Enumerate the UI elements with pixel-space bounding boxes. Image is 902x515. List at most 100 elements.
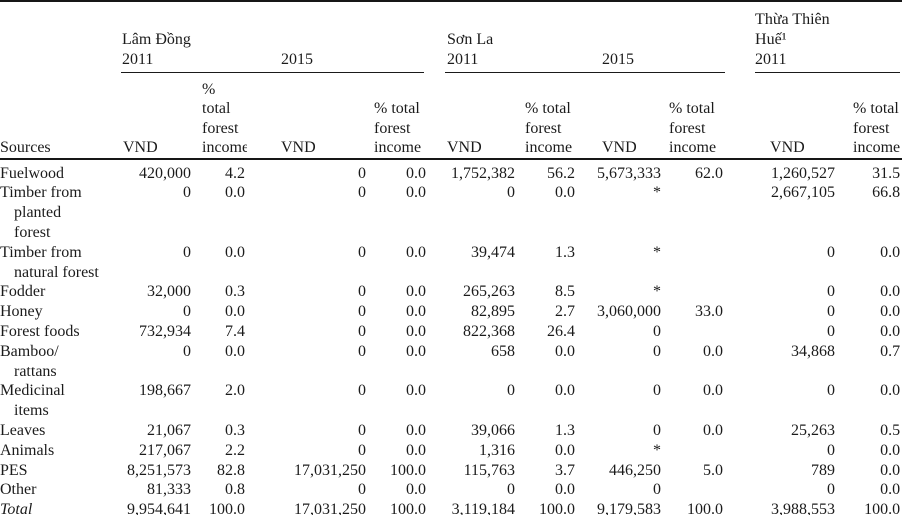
value-cell: 0.0 <box>406 164 426 182</box>
value-cell: 0.3 <box>225 283 245 301</box>
value-cell: 0.0 <box>880 441 901 459</box>
row-label: Timber from natural forest <box>0 243 99 281</box>
value-cell: 0.0 <box>880 283 901 301</box>
value-cell: 1.3 <box>555 243 575 261</box>
pct-header-tth-2011: % total forest income <box>837 80 902 160</box>
value-cell: 0.0 <box>555 382 575 400</box>
table-body: Fuelwood 420,000 4.2 0 0.0 1,752,382 56.2 5,673… <box>0 159 902 515</box>
value-cell: 56.2 <box>547 164 575 182</box>
value-cell: 17,031,250 <box>294 461 366 479</box>
value-cell: 100.0 <box>687 501 724 515</box>
value-cell: 0.0 <box>880 382 901 400</box>
value-cell: 822,368 <box>463 323 515 340</box>
value-cell: 1,316 <box>479 441 515 459</box>
value-cell <box>663 441 725 461</box>
row-label: Leaves <box>0 421 46 439</box>
value-cell: 0.3 <box>225 421 245 439</box>
table-row: Honey 0 0.0 0 0.0 82,895 2.7 3,060,000 33.0 0 0.0 <box>0 302 902 322</box>
value-cell: 0 <box>358 283 366 301</box>
value-cell: 0.0 <box>703 382 724 400</box>
value-cell: 21,067 <box>147 421 191 439</box>
value-cell: * <box>653 243 661 261</box>
value-cell: 0.8 <box>225 481 245 499</box>
value-cell: 0 <box>358 243 366 261</box>
value-cell: 0 <box>358 342 366 360</box>
value-cell: 0.0 <box>880 461 901 479</box>
vnd-header-sl-2015: VND <box>577 80 663 160</box>
rule-cell-ld <box>115 70 428 80</box>
row-label: Fuelwood <box>0 164 64 182</box>
value-cell: 0 <box>358 303 366 321</box>
value-cell: 100.0 <box>209 501 245 515</box>
pct-header-sl-2015: % total forest income <box>663 80 726 160</box>
vnd-header-tth-2011: VND <box>725 80 838 160</box>
value-cell: 789 <box>811 461 836 479</box>
table-row: Leaves 21,067 0.3 0 0.0 39,066 1.3 0 0.0 25,263 0.… <box>0 421 902 441</box>
value-cell: 7.4 <box>225 323 245 340</box>
value-cell: 2.2 <box>225 441 245 459</box>
value-cell: 658 <box>491 342 515 360</box>
value-cell: 0 <box>358 164 366 182</box>
value-cell: 3,060,000 <box>597 303 661 321</box>
value-cell: 0 <box>183 342 191 360</box>
value-cell: 0 <box>653 481 661 499</box>
value-cell: 0.0 <box>880 481 901 499</box>
pct-header-ld-2015: % total forest income <box>368 80 428 160</box>
value-cell: 0 <box>507 481 515 499</box>
year-sl-2015: 2015 <box>602 51 634 68</box>
value-cell: 265,263 <box>463 283 515 301</box>
value-cell: 0.0 <box>880 303 901 321</box>
value-cell: 0.5 <box>880 421 901 439</box>
value-cell: 34,868 <box>791 342 836 360</box>
table-row: Forest foods 732,934 7.4 0 0.0 822,368 26.4 0 0 0… <box>0 322 902 342</box>
province-row: Lâm Đồng Sơn La Thừa Thiên Huế¹ <box>0 1 902 50</box>
value-cell: 2.0 <box>225 382 245 400</box>
value-cell: 25,263 <box>791 421 836 439</box>
value-cell: 100.0 <box>864 501 901 515</box>
value-cell: 0.0 <box>406 243 426 261</box>
table-row: Total 9,954,641 100.0 17,031,250 100.0 3,119,… <box>0 500 902 515</box>
corner-spacer <box>0 1 115 50</box>
value-cell: 39,066 <box>471 421 515 439</box>
value-cell: 100.0 <box>390 501 426 515</box>
value-cell <box>663 282 725 302</box>
value-cell: 0 <box>507 184 515 202</box>
table-row: Fodder 32,000 0.3 0 0.0 265,263 8.5 * 0 0.0 <box>0 282 902 302</box>
rule-cell-sl <box>428 70 726 80</box>
value-cell: 62.0 <box>695 164 724 182</box>
value-cell: 0 <box>653 382 661 400</box>
value-cell: 81,333 <box>147 481 191 499</box>
table-row: Bamboo/ rattans 0 0.0 0 0.0 658 0.0 0 0.0 34,868 0… <box>0 342 902 382</box>
value-cell: 100.0 <box>539 501 575 515</box>
row-label: PES <box>0 461 28 479</box>
province-lam-dong: Lâm Đồng <box>122 31 191 48</box>
year-ld-2015: 2015 <box>281 51 313 68</box>
value-cell: 0.0 <box>406 184 426 202</box>
value-cell: 3,988,553 <box>771 501 836 515</box>
value-cell: 0 <box>358 184 366 202</box>
value-cell: 82.8 <box>217 461 245 479</box>
value-cell: 0 <box>653 323 661 340</box>
province-thua-thien-hue: Thừa Thiên Huế¹ <box>755 11 830 48</box>
value-cell: 0.0 <box>225 303 245 321</box>
value-cell: 26.4 <box>547 323 575 340</box>
value-cell: 0.7 <box>880 342 901 360</box>
table-row: Other 81,333 0.8 0 0.0 0 0.0 0 0 0.0 <box>0 480 902 500</box>
value-cell: 2,667,105 <box>771 184 836 202</box>
value-cell: 2.7 <box>555 303 575 321</box>
value-cell: 0.0 <box>880 243 901 261</box>
row-label: Other <box>0 481 37 499</box>
table-row: Fuelwood 420,000 4.2 0 0.0 1,752,382 56.2 5,673… <box>0 159 902 184</box>
row-label: Forest foods <box>0 323 80 340</box>
value-cell: 5,673,333 <box>597 164 661 182</box>
value-cell: 0.0 <box>406 303 426 321</box>
value-cell: 0.0 <box>406 342 426 360</box>
value-cell: 217,067 <box>139 441 191 459</box>
value-cell: 0.0 <box>703 421 724 439</box>
value-cell: 32,000 <box>147 283 191 301</box>
value-cell: 39,474 <box>471 243 515 261</box>
value-cell: 0 <box>653 421 661 439</box>
value-cell: 0 <box>183 243 191 261</box>
row-label: Timber from planted forest <box>0 184 82 242</box>
